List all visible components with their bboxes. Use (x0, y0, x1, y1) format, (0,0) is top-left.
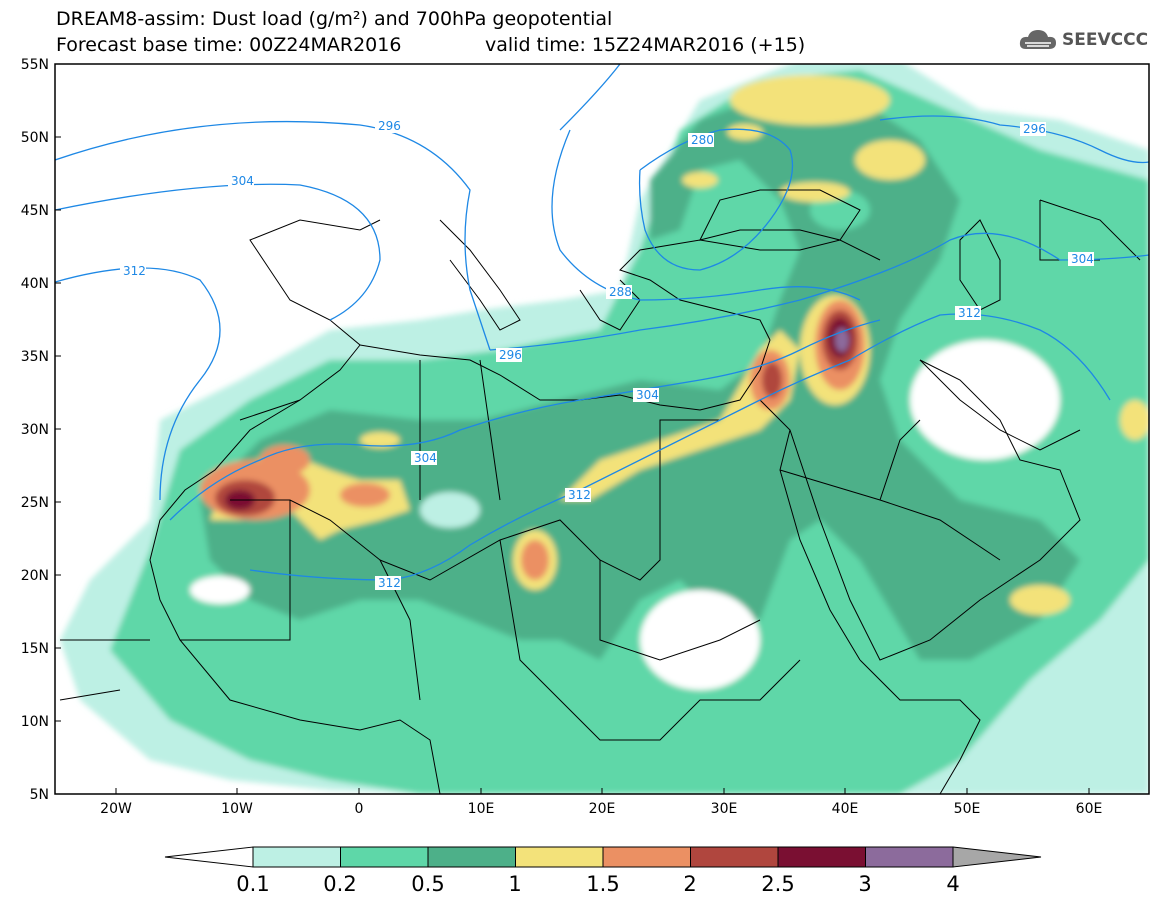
svg-text:20N: 20N (21, 568, 49, 584)
svg-text:304: 304 (636, 388, 659, 402)
cloud-icon (1019, 30, 1056, 49)
colorbar-bin (690, 846, 779, 868)
latitude-labels: 55N 50N 45N 40N 35N 30N 25N 20N 15N 10N … (21, 57, 49, 803)
contour-labels: 296 304 312 280 288 296 304 312 304 312 … (120, 119, 1094, 590)
colorbar-bin (777, 846, 866, 868)
svg-text:30N: 30N (21, 422, 49, 438)
svg-text:20E: 20E (589, 801, 616, 817)
svg-text:10E: 10E (468, 801, 495, 817)
map-area: 296 304 312 280 288 296 304 312 304 312 … (55, 64, 1149, 794)
svg-text:304: 304 (414, 451, 437, 465)
svg-text:312: 312 (958, 306, 981, 320)
longitude-labels: 20W 10W 0 10E 20E 30E 40E 50E 60E (100, 801, 1102, 817)
svg-text:20W: 20W (100, 801, 132, 817)
colorbar-bin (252, 846, 341, 868)
colorbar-bin (427, 846, 516, 868)
coastlines (59, 189, 1141, 794)
svg-text:55N: 55N (21, 57, 49, 73)
colorbar-bin (340, 846, 429, 868)
svg-text:288: 288 (609, 285, 632, 299)
seevccc-logo: SEEVCCC (1018, 27, 1148, 53)
svg-text:296: 296 (378, 119, 401, 133)
svg-text:1.5: 1.5 (586, 872, 619, 896)
svg-text:0.5: 0.5 (411, 872, 444, 896)
svg-text:4: 4 (946, 872, 959, 896)
colorbar (164, 846, 1042, 868)
svg-text:0.2: 0.2 (323, 872, 356, 896)
geopotential-contours (55, 64, 1149, 581)
colorbar-over-arrow (952, 846, 1042, 868)
svg-text:312: 312 (568, 488, 591, 502)
svg-text:15N: 15N (21, 641, 49, 657)
svg-text:5N: 5N (30, 787, 49, 803)
svg-text:35N: 35N (21, 349, 49, 365)
dust-field (60, 64, 1149, 794)
valid-time: valid time: 15Z24MAR2016 (+15) (485, 34, 806, 56)
svg-text:50N: 50N (21, 130, 49, 146)
svg-text:2: 2 (683, 872, 696, 896)
svg-text:45N: 45N (21, 203, 49, 219)
tick-marks (55, 63, 1090, 795)
svg-text:50E: 50E (954, 801, 981, 817)
svg-text:304: 304 (231, 174, 254, 188)
svg-text:10W: 10W (221, 801, 253, 817)
svg-text:312: 312 (378, 576, 401, 590)
svg-text:1: 1 (508, 872, 521, 896)
svg-text:296: 296 (1023, 122, 1046, 136)
forecast-base-time: Forecast base time: 00Z24MAR2016 (56, 34, 402, 56)
svg-text:10N: 10N (21, 714, 49, 730)
svg-text:40E: 40E (832, 801, 859, 817)
svg-text:2.5: 2.5 (761, 872, 794, 896)
svg-text:60E: 60E (1076, 801, 1103, 817)
svg-text:30E: 30E (711, 801, 738, 817)
colorbar-under-arrow (164, 846, 254, 868)
map-title: DREAM8-assim: Dust load (g/m²) and 700hP… (56, 8, 613, 30)
svg-text:3: 3 (858, 872, 871, 896)
svg-text:280: 280 (691, 133, 714, 147)
colorbar-bin (865, 846, 954, 868)
svg-text:312: 312 (123, 264, 146, 278)
colorbar-labels: 0.1 0.2 0.5 1 1.5 2 2.5 3 4 (236, 872, 959, 896)
svg-text:0.1: 0.1 (236, 872, 269, 896)
svg-text:296: 296 (499, 348, 522, 362)
svg-text:25N: 25N (21, 495, 49, 511)
svg-text:0: 0 (355, 801, 364, 817)
colorbar-bin (515, 846, 604, 868)
svg-text:40N: 40N (21, 276, 49, 292)
svg-text:304: 304 (1071, 252, 1094, 266)
colorbar-bin (602, 846, 691, 868)
